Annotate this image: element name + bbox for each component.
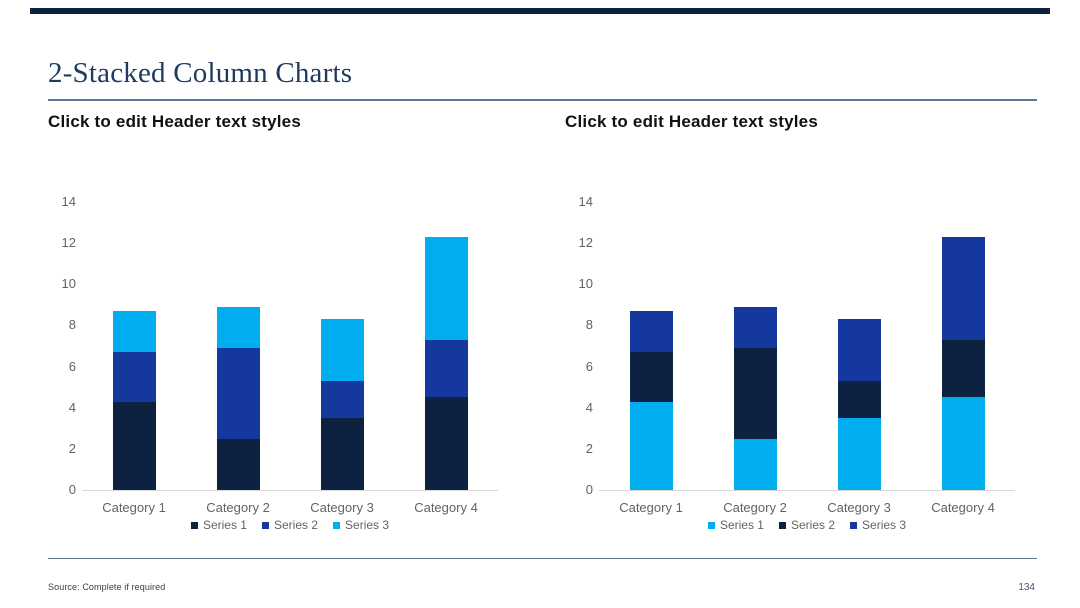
bar-segment-series-1 <box>629 401 673 490</box>
bar-segment-series-3 <box>941 236 985 340</box>
bar-segment-series-1 <box>112 401 156 490</box>
bar-segment-series-3 <box>320 319 364 381</box>
legend-swatch-icon <box>190 521 198 529</box>
bar-segment-series-1 <box>424 397 468 490</box>
chart-legend: Series 1 Series 2 Series 3 <box>599 518 1015 532</box>
bar-segment-series-2 <box>629 352 673 402</box>
y-axis-tick-label: 10 <box>578 276 593 292</box>
bar-segment-series-2 <box>112 352 156 402</box>
legend-label: Series 2 <box>790 518 836 532</box>
bar-segment-series-2 <box>733 348 777 439</box>
footer-divider <box>48 558 1037 559</box>
category-label: Category 4 <box>931 500 995 515</box>
legend-item: Series 1 <box>190 518 247 532</box>
y-axis-tick-label: 0 <box>68 482 76 497</box>
bar-segment-series-3 <box>216 306 260 349</box>
chart-legend: Series 1 Series 2 Series 3 <box>82 518 498 532</box>
legend-swatch-icon <box>261 521 269 529</box>
category-label: Category 3 <box>310 500 374 515</box>
bar-segment-series-1 <box>320 417 364 490</box>
stacked-column-chart-left: 0 2 4 6 8 10 12 14 Category 1 Category 2 Category … <box>48 190 518 540</box>
category-label: Category 1 <box>619 500 683 515</box>
legend-item: Series 1 <box>707 518 764 532</box>
bar-segment-series-3 <box>112 311 156 353</box>
source-note: Source: Complete if required <box>48 582 166 592</box>
y-axis-tick-label: 0 <box>585 482 593 497</box>
top-accent-bar <box>30 8 1050 14</box>
y-axis-tick-label: 6 <box>68 358 76 374</box>
y-axis-tick-label: 4 <box>585 399 593 415</box>
y-axis-tick-label: 12 <box>61 235 76 251</box>
stacked-column-chart-right: 0 2 4 6 8 10 12 14 Category 1 Category 2 Category … <box>565 190 1035 540</box>
stacked-bar <box>320 319 364 490</box>
legend-label: Series 3 <box>862 518 907 532</box>
legend-label: Series 2 <box>273 518 319 532</box>
slide-title: 2-Stacked Column Charts <box>48 57 353 89</box>
y-axis-tick-label: 14 <box>578 194 593 209</box>
stacked-bar <box>216 306 260 490</box>
chart-header-left[interactable]: Click to edit Header text styles <box>48 112 301 131</box>
legend-label: Series 3 <box>345 518 390 532</box>
stacked-bar <box>112 311 156 490</box>
title-underline <box>48 99 1037 101</box>
legend-item: Series 2 <box>261 518 319 532</box>
y-axis-tick-label: 10 <box>61 276 76 292</box>
legend-swatch-icon <box>707 521 715 529</box>
bar-segment-series-1 <box>837 417 881 490</box>
y-axis-tick-label: 6 <box>585 358 593 374</box>
bar-segment-series-3 <box>424 236 468 340</box>
legend-label: Series 1 <box>719 518 764 532</box>
legend-label: Series 1 <box>202 518 247 532</box>
bar-segment-series-3 <box>837 319 881 381</box>
category-label: Category 3 <box>827 500 891 515</box>
chart-header-right[interactable]: Click to edit Header text styles <box>565 112 818 131</box>
stacked-bar <box>424 236 468 490</box>
legend-swatch-icon <box>333 521 341 529</box>
y-axis-tick-label: 2 <box>585 440 593 456</box>
category-label: Category 2 <box>723 500 787 515</box>
legend-item: Series 3 <box>333 518 389 532</box>
stacked-bar <box>837 319 881 490</box>
legend-swatch-icon <box>778 521 786 529</box>
bar-segment-series-2 <box>941 339 985 398</box>
y-axis-tick-label: 2 <box>68 440 76 456</box>
bar-segment-series-3 <box>629 311 673 353</box>
x-axis-line <box>599 490 1015 491</box>
y-axis-tick-label: 12 <box>578 235 593 251</box>
stacked-bar <box>733 306 777 490</box>
bar-segment-series-1 <box>733 438 777 490</box>
page-number: 134 <box>1018 582 1035 593</box>
legend-item: Series 2 <box>778 518 836 532</box>
x-axis-line <box>82 490 498 491</box>
bar-segment-series-1 <box>216 438 260 490</box>
stacked-bar <box>941 236 985 490</box>
bar-segment-series-2 <box>837 380 881 418</box>
legend-swatch-icon <box>850 521 858 529</box>
bar-segment-series-2 <box>320 380 364 418</box>
y-axis-tick-label: 14 <box>61 194 76 209</box>
stacked-bar <box>629 311 673 490</box>
bar-segment-series-2 <box>424 339 468 398</box>
category-label: Category 1 <box>102 500 166 515</box>
y-axis-tick-label: 8 <box>585 317 593 333</box>
category-label: Category 2 <box>206 500 270 515</box>
category-label: Category 4 <box>414 500 478 515</box>
y-axis-tick-label: 4 <box>68 399 76 415</box>
bar-segment-series-2 <box>216 348 260 439</box>
bar-segment-series-1 <box>941 397 985 490</box>
legend-item: Series 3 <box>850 518 906 532</box>
bar-segment-series-3 <box>733 306 777 349</box>
y-axis-tick-label: 8 <box>68 317 76 333</box>
